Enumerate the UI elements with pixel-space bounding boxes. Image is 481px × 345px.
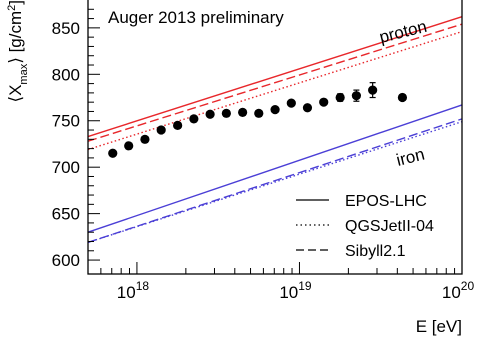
proton-qgsjetii-04-line: [87, 30, 463, 151]
legend-label: QGSJetII-04: [345, 218, 434, 235]
data-point: [368, 85, 378, 95]
y-axis-title-sub: max: [18, 63, 30, 84]
data-point: [319, 97, 329, 107]
y-tick-label: 800: [52, 65, 80, 84]
data-point: [335, 92, 345, 103]
y-axis-title-main: ⟨X: [6, 85, 25, 103]
data-point: [254, 108, 264, 118]
x-tick-label-base: 10: [279, 283, 298, 302]
data-point: [156, 125, 166, 135]
y-tick-label: 600: [52, 251, 80, 270]
x-tick-label-exponent: 20: [461, 279, 475, 293]
y-tick-label: 700: [52, 158, 80, 177]
x-tick-label: 1020: [442, 279, 475, 302]
x-tick-label-exponent: 19: [298, 279, 312, 293]
data-point: [270, 105, 280, 115]
plot-frame: [87, 0, 463, 275]
y-axis-title: ⟨Xmax⟩ [g/cm2]: [6, 0, 30, 103]
data-point: [397, 92, 408, 103]
legend-label: Sibyll2.1: [345, 243, 406, 260]
data-point: [221, 108, 231, 118]
y-tick-label: 750: [52, 112, 80, 131]
data-point: [238, 107, 248, 117]
data-point: [124, 141, 134, 151]
iron-qgsjetii-04-line: [87, 121, 463, 244]
data-point: [173, 120, 183, 130]
iron-label: iron: [394, 145, 426, 170]
y-axis-title-unit: ⟩ [g/cm: [6, 11, 25, 64]
iron-epos-lhc-line: [87, 104, 463, 233]
data-point: [205, 109, 215, 119]
data-point: [302, 103, 313, 113]
x-tick-label-base: 10: [442, 283, 461, 302]
x-tick-label-base: 10: [117, 283, 136, 302]
data-point: [140, 134, 150, 144]
data-point: [189, 114, 199, 124]
y-tick-label: 650: [52, 205, 80, 224]
proton-sibyll2-1-line: [87, 23, 463, 142]
data-points: [108, 82, 408, 158]
y-axis-title-close: ]: [6, 0, 25, 5]
y-tick-label: 850: [52, 19, 80, 38]
iron-sibyll2-1-line: [87, 118, 463, 244]
proton-epos-lhc-line: [87, 16, 463, 138]
legend-label: EPOS-LHC: [345, 193, 427, 210]
data-point: [351, 91, 361, 101]
x-tick-label-exponent: 18: [136, 279, 150, 293]
data-point: [286, 98, 296, 108]
x-axis-title: E [eV]: [416, 317, 462, 336]
y-axis-title-sup: 2: [6, 5, 18, 11]
x-tick-label: 1019: [279, 279, 312, 302]
legend: EPOS-LHC QGSJetII-04 Sibyll2.1: [296, 193, 434, 260]
model-lines: [87, 16, 463, 244]
axis-ticks: [87, 8, 463, 274]
data-point: [108, 148, 118, 158]
x-tick-label: 1018: [117, 279, 150, 302]
chart-annotation: Auger 2013 preliminary: [108, 8, 284, 27]
